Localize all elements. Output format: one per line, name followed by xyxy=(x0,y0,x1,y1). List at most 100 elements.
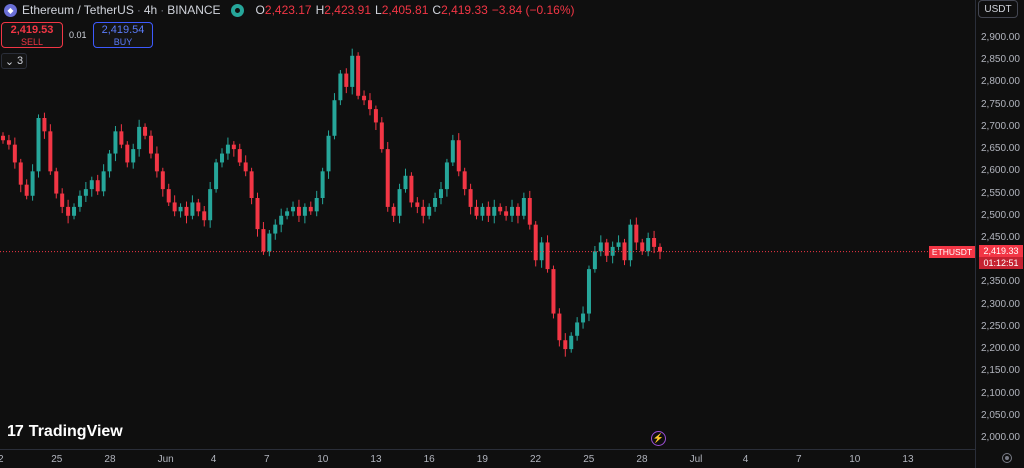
candle-body[interactable] xyxy=(273,224,278,234)
candle-body[interactable] xyxy=(131,149,136,163)
candle-body[interactable] xyxy=(569,335,574,350)
candle-body[interactable] xyxy=(515,206,520,216)
candle-body[interactable] xyxy=(492,206,497,216)
candle-body[interactable] xyxy=(77,195,82,207)
candle-body[interactable] xyxy=(527,198,532,225)
candle-body[interactable] xyxy=(557,313,562,341)
candle-body[interactable] xyxy=(616,242,621,247)
candle-body[interactable] xyxy=(125,144,130,163)
candle-body[interactable] xyxy=(421,206,426,216)
gear-icon[interactable] xyxy=(1002,453,1012,463)
candle-body[interactable] xyxy=(231,144,236,150)
candle-body[interactable] xyxy=(148,135,153,154)
candle-body[interactable] xyxy=(504,211,509,216)
candle-body[interactable] xyxy=(646,238,651,252)
candle-body[interactable] xyxy=(468,189,473,207)
candle-body[interactable] xyxy=(373,109,378,123)
candle-body[interactable] xyxy=(291,206,296,212)
candle-body[interactable] xyxy=(498,206,503,212)
candle-body[interactable] xyxy=(107,153,112,172)
candle-body[interactable] xyxy=(208,189,213,221)
candle-body[interactable] xyxy=(172,202,177,212)
candle-body[interactable] xyxy=(24,184,29,196)
candle-body[interactable] xyxy=(634,224,639,243)
candle-body[interactable] xyxy=(379,122,384,150)
candle-body[interactable] xyxy=(249,171,254,198)
candle-body[interactable] xyxy=(640,242,645,252)
candle-body[interactable] xyxy=(415,202,420,207)
candle-body[interactable] xyxy=(225,144,230,154)
candle-body[interactable] xyxy=(72,206,77,216)
buy-button[interactable]: 2,419.54 BUY xyxy=(93,22,153,48)
ethereum-icon[interactable]: ◆ xyxy=(4,3,17,17)
candle-body[interactable] xyxy=(285,211,290,216)
currency-button[interactable]: USDT xyxy=(978,0,1018,18)
candle-body[interactable] xyxy=(332,100,337,136)
candle-body[interactable] xyxy=(598,242,603,252)
candle-body[interactable] xyxy=(178,206,183,212)
candle-body[interactable] xyxy=(575,322,580,336)
candle-body[interactable] xyxy=(604,242,609,256)
candle-body[interactable] xyxy=(462,171,467,190)
candlestick-chart[interactable] xyxy=(0,0,975,449)
candle-body[interactable] xyxy=(439,189,443,198)
candle-body[interactable] xyxy=(89,180,94,190)
candle-body[interactable] xyxy=(450,140,455,163)
candle-body[interactable] xyxy=(18,162,23,185)
exchange-label[interactable]: BINANCE xyxy=(167,3,221,17)
candle-body[interactable] xyxy=(220,153,224,163)
candle-body[interactable] xyxy=(592,251,597,270)
candle-body[interactable] xyxy=(367,100,372,110)
candle-body[interactable] xyxy=(510,206,515,216)
candle-body[interactable] xyxy=(581,313,586,323)
candle-body[interactable] xyxy=(1,135,5,141)
candle-body[interactable] xyxy=(551,269,556,314)
candle-body[interactable] xyxy=(83,189,88,196)
candle-body[interactable] xyxy=(444,162,449,190)
indicators-toggle-button[interactable]: ⌄ 3 xyxy=(1,53,27,69)
candle-body[interactable] xyxy=(308,206,313,212)
candle-body[interactable] xyxy=(30,171,35,196)
candle-body[interactable] xyxy=(95,180,100,192)
candle-body[interactable] xyxy=(563,340,568,350)
candle-body[interactable] xyxy=(409,175,414,203)
candle-body[interactable] xyxy=(314,198,319,212)
candle-body[interactable] xyxy=(391,206,396,216)
candle-body[interactable] xyxy=(427,206,432,216)
candle-body[interactable] xyxy=(237,149,242,163)
tradingview-logo[interactable]: 17 TradingView xyxy=(7,423,123,441)
candle-body[interactable] xyxy=(350,55,355,87)
candle-body[interactable] xyxy=(433,198,438,207)
candle-body[interactable] xyxy=(160,171,165,190)
candle-body[interactable] xyxy=(202,211,207,221)
candle-body[interactable] xyxy=(652,238,657,247)
interval-label[interactable]: 4h xyxy=(143,3,158,17)
candle-body[interactable] xyxy=(344,73,349,87)
candle-body[interactable] xyxy=(521,198,526,216)
candle-body[interactable] xyxy=(486,206,491,216)
candle-body[interactable] xyxy=(190,202,195,216)
candle-body[interactable] xyxy=(296,206,301,216)
candle-body[interactable] xyxy=(143,126,148,136)
candle-body[interactable] xyxy=(456,140,461,172)
candle-body[interactable] xyxy=(54,171,59,194)
candle-body[interactable] xyxy=(255,198,260,230)
candle-body[interactable] xyxy=(658,246,662,252)
symbol-name[interactable]: Ethereum / TetherUS xyxy=(22,3,134,17)
candle-body[interactable] xyxy=(6,140,11,145)
chart-area[interactable] xyxy=(0,0,975,449)
candle-body[interactable] xyxy=(119,131,124,145)
candle-body[interactable] xyxy=(60,193,65,207)
candle-body[interactable] xyxy=(137,126,142,150)
candle-body[interactable] xyxy=(243,162,248,172)
candle-body[interactable] xyxy=(214,162,219,190)
candle-body[interactable] xyxy=(184,206,189,216)
candle-body[interactable] xyxy=(113,131,118,154)
candle-body[interactable] xyxy=(480,206,485,216)
candle-body[interactable] xyxy=(154,153,159,172)
candle-body[interactable] xyxy=(539,242,544,261)
candle-body[interactable] xyxy=(533,224,538,261)
candle-body[interactable] xyxy=(403,175,408,190)
candle-body[interactable] xyxy=(196,202,201,212)
candle-body[interactable] xyxy=(48,131,53,172)
